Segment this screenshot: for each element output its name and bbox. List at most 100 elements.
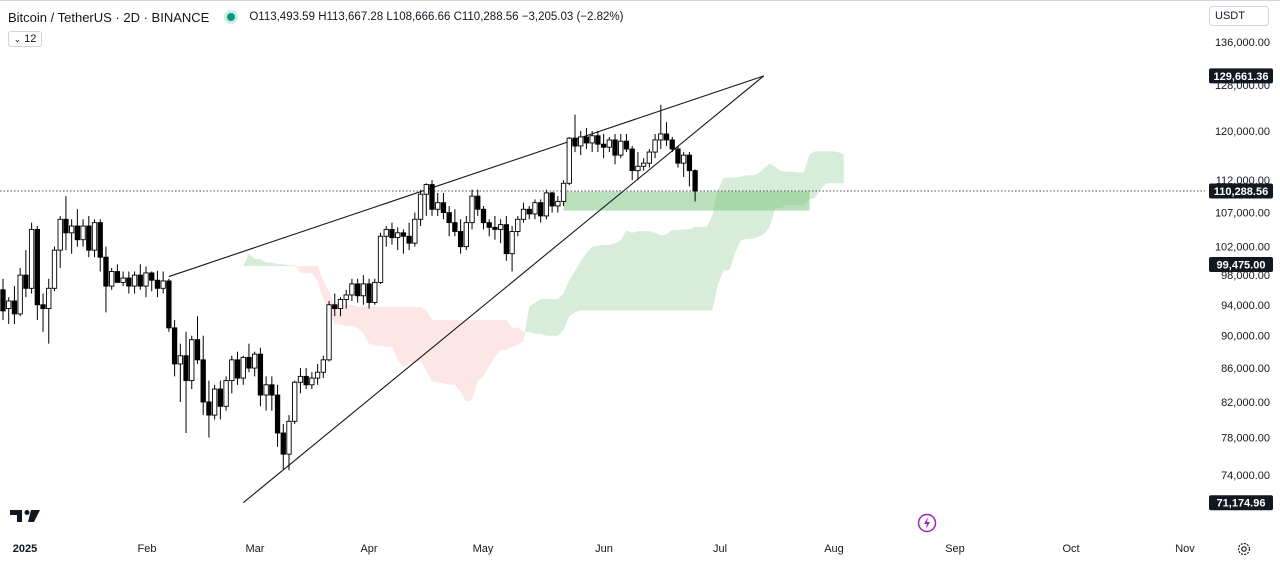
candle-body (160, 280, 166, 289)
candle-body (280, 432, 286, 455)
candle-body (126, 277, 132, 287)
price-tag: 129,661.36 (1209, 68, 1273, 84)
candle (629, 145, 635, 181)
candle (171, 320, 178, 377)
settings-gear-icon[interactable] (1236, 541, 1252, 557)
candle-body (6, 300, 12, 310)
candle (257, 347, 264, 407)
y-tick-label: 107,000.00 (1215, 208, 1270, 220)
x-tick-label: Jul (713, 543, 727, 555)
time-axis[interactable]: 2025 Feb Mar Apr May Jun Jul Aug Sep Oct Nov (13, 543, 1196, 555)
candle-body (257, 353, 264, 396)
tradingview-logo-icon[interactable] (10, 508, 42, 524)
support-zone (563, 191, 810, 211)
candle-body (34, 228, 40, 306)
price-tag-bg (1209, 495, 1273, 511)
candle-body (469, 195, 475, 224)
candle-body (309, 377, 315, 386)
candle (206, 380, 212, 438)
candle (469, 189, 475, 230)
candle-body (23, 274, 29, 289)
candle (211, 384, 218, 420)
candle (497, 219, 504, 244)
candle (543, 189, 550, 220)
candle (252, 351, 258, 377)
candle (332, 293, 338, 317)
candle (549, 191, 555, 213)
high-value: H113,667.28 (318, 11, 384, 23)
candle (452, 209, 458, 237)
price-axis[interactable]: 136,000.00128,000.00120,000.00112,000.00… (1215, 37, 1270, 482)
candle-body (114, 271, 121, 283)
candle-body (137, 274, 143, 287)
price-tag-label: 129,661.36 (1213, 71, 1268, 83)
candle (560, 180, 567, 206)
candle-body (189, 339, 195, 382)
candle (86, 215, 92, 258)
candle-body (572, 137, 578, 147)
y-tick-label: 74,000.00 (1221, 470, 1270, 482)
candle-body (681, 154, 687, 164)
candle (349, 278, 355, 301)
candle-body (423, 184, 429, 195)
candle-body (103, 256, 109, 287)
candle-body (589, 135, 595, 144)
indicators-collapse-button[interactable]: ⌄ 12 (8, 31, 42, 47)
candle (28, 222, 35, 294)
candle-body (686, 154, 693, 172)
candle-body (486, 222, 492, 228)
candle (166, 278, 172, 332)
currency-selector[interactable]: USDT (1209, 6, 1269, 26)
candle (154, 270, 161, 298)
change-value: −3,205.03 (−2.82%) (521, 11, 624, 23)
candle (395, 227, 401, 251)
candle-body (229, 359, 235, 382)
candle-body (406, 235, 412, 244)
candle-body (217, 388, 224, 407)
candle (91, 219, 98, 258)
candle-body (211, 388, 218, 416)
candle-body (538, 202, 544, 217)
candle-body (526, 208, 532, 215)
x-tick-label: Apr (360, 543, 377, 555)
candle (480, 205, 487, 230)
candle (389, 222, 395, 245)
candle (137, 264, 143, 290)
candle (109, 267, 115, 290)
candle (406, 222, 412, 251)
symbol-header[interactable]: Bitcoin / TetherUS · 2D · BINANCE O113,4… (8, 8, 623, 26)
candle (114, 264, 121, 283)
y-tick-label: 136,000.00 (1215, 37, 1270, 49)
chevron-down-icon: ⌄ (13, 33, 22, 44)
y-tick-label: 94,000.00 (1221, 300, 1270, 312)
candle-body (246, 356, 252, 369)
candle-body (463, 222, 469, 248)
candle-body (692, 170, 698, 192)
lightning-icon[interactable] (917, 513, 937, 533)
candle-body (412, 218, 418, 244)
candle-body (51, 249, 58, 289)
candle-body (446, 212, 452, 224)
candle (686, 152, 693, 187)
candle-body (509, 231, 515, 255)
candle (194, 316, 201, 364)
candle (11, 286, 18, 324)
candle (354, 278, 361, 303)
candle-body (366, 283, 372, 303)
candle-body (480, 208, 487, 224)
candle (246, 343, 252, 373)
symbol-title[interactable]: Bitcoin / TetherUS · 2D · BINANCE (8, 9, 210, 25)
candle (40, 293, 46, 332)
candle-body (640, 162, 647, 167)
price-tag-label: 71,174.96 (1217, 498, 1266, 510)
candle (520, 202, 527, 223)
candle-body (183, 355, 189, 382)
cloud-segment (294, 265, 524, 402)
candle-body (97, 222, 103, 258)
candle-body (154, 279, 161, 289)
candle (509, 226, 515, 272)
candle (309, 372, 315, 390)
x-tick-label: Sep (945, 543, 965, 555)
candle (515, 215, 521, 237)
